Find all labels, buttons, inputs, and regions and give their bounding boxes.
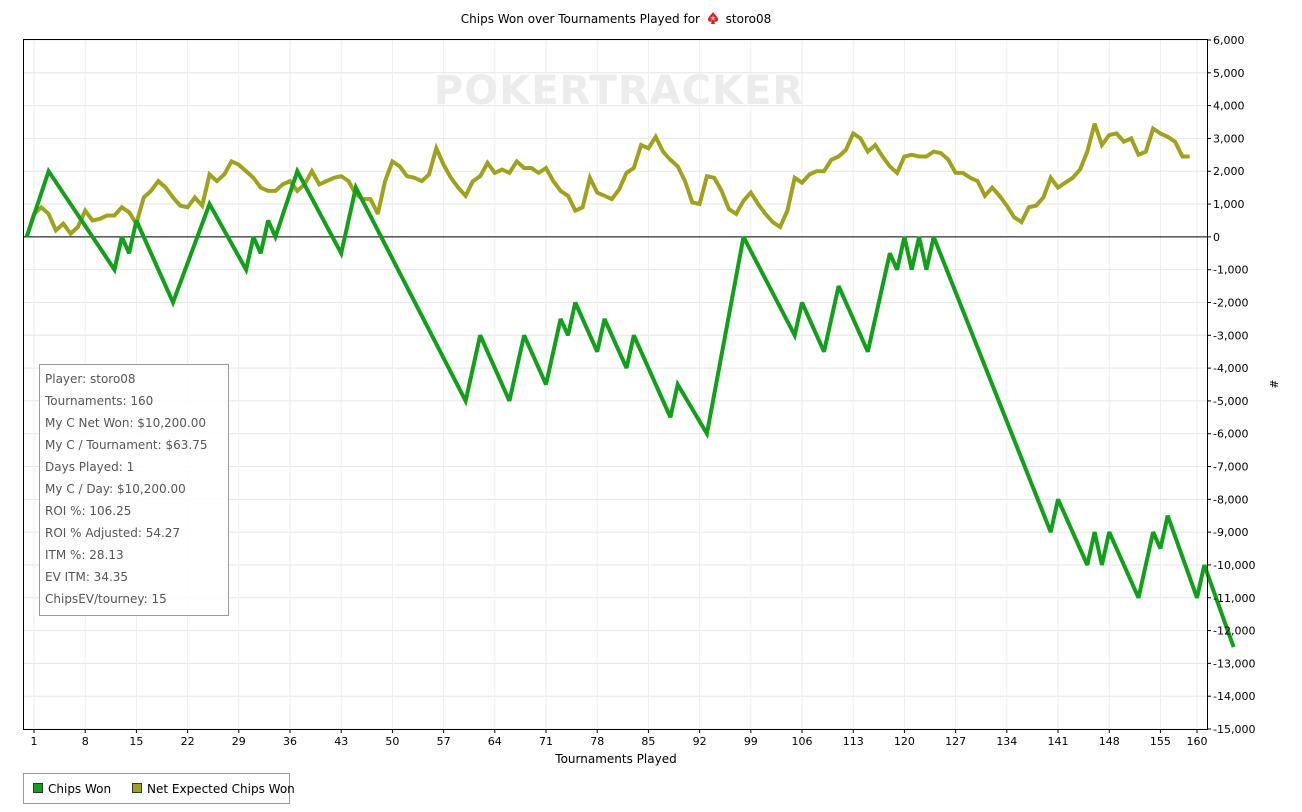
- y-tick-label-14: -8,000: [1213, 493, 1248, 506]
- x-tick-label-2: 15: [129, 735, 143, 748]
- x-tick-label-15: 106: [792, 735, 813, 748]
- y-tick-label-10: -4,000: [1213, 362, 1248, 375]
- x-tick-label-14: 99: [744, 735, 758, 748]
- chart-title-player: storo08: [725, 12, 772, 26]
- x-tick-label-6: 43: [334, 735, 348, 748]
- x-tick-label-20: 141: [1048, 735, 1069, 748]
- legend-label-chips-won: Chips Won: [48, 782, 112, 796]
- x-tick-label-11: 78: [590, 735, 604, 748]
- x-tick-label-3: 22: [181, 735, 195, 748]
- y-tick-label-0: 6,000: [1213, 34, 1245, 47]
- legend-item-chips-won[interactable]: Chips Won: [33, 782, 111, 796]
- y-tick-label-9: -3,000: [1213, 329, 1248, 342]
- x-tick-label-21: 148: [1099, 735, 1120, 748]
- stats-line: ROI %: 106.25: [45, 504, 132, 518]
- x-tick-label-5: 36: [283, 735, 297, 748]
- y-axis-label: #: [1267, 379, 1280, 388]
- y-tick-label-1: 5,000: [1213, 67, 1245, 80]
- y-tick-label-21: -15,000: [1213, 723, 1255, 736]
- x-tick-label-12: 85: [641, 735, 655, 748]
- stats-line: ITM %: 28.13: [45, 548, 124, 562]
- stats-line: EV ITM: 34.35: [45, 570, 129, 584]
- x-tick-label-4: 29: [232, 735, 246, 748]
- x-tick-label-10: 71: [539, 735, 553, 748]
- stats-line: Player: storo08: [45, 372, 136, 386]
- y-tick-label-5: 1,000: [1213, 198, 1245, 211]
- x-tick-label-19: 134: [996, 735, 1017, 748]
- x-tick-label-22: 155: [1150, 735, 1171, 748]
- stats-line: Tournaments: 160: [45, 394, 154, 408]
- stats-line: My C Net Won: $10,200.00: [45, 416, 207, 430]
- stats-line: ChipsEV/tourney: 15: [45, 592, 167, 606]
- pokerstars-logo-icon: [707, 12, 718, 24]
- x-tick-label-13: 92: [693, 735, 707, 748]
- stats-line: My C / Day: $10,200.00: [45, 482, 186, 496]
- y-tick-label-16: -10,000: [1213, 559, 1255, 572]
- y-tick-label-17: -11,000: [1213, 592, 1255, 605]
- x-tick-label-1: 8: [82, 735, 89, 748]
- x-tick-label-8: 57: [437, 735, 451, 748]
- chart-title: Chips Won over Tournaments Played for st…: [0, 11, 1232, 26]
- y-tick-label-19: -13,000: [1213, 657, 1255, 670]
- series-layer: [24, 123, 1236, 648]
- x-tick-label-17: 120: [894, 735, 915, 748]
- legend: Chips Won Net Expected Chips Won: [23, 773, 295, 804]
- y-tick-label-13: -7,000: [1213, 461, 1248, 474]
- stats-panel: Player: storo08 Tournaments: 160 My C Net …: [39, 364, 229, 616]
- legend-swatch-net-expected-chips-won: [132, 783, 142, 793]
- y-tick-label-15: -9,000: [1213, 526, 1248, 539]
- legend-label-net-expected-chips-won: Net Expected Chips Won: [147, 782, 295, 796]
- y-tick-label-8: -2,000: [1213, 296, 1248, 309]
- y-tick-label-12: -6,000: [1213, 428, 1248, 441]
- y-tick-label-6: 0: [1213, 231, 1220, 244]
- y-tick-label-18: -12,000: [1213, 625, 1255, 638]
- stats-line: My C / Tournament: $63.75: [45, 438, 208, 452]
- series-line-net-expected-chips-won: [24, 123, 1190, 238]
- y-tick-label-2: 4,000: [1213, 100, 1245, 113]
- legend-swatch-chips-won: [33, 783, 43, 793]
- x-tick-label-7: 50: [385, 735, 399, 748]
- x-axis: 1 8 15 22 29 36 43 50 57 64 71 78 85 92 99 106 113 120 127…: [31, 729, 1208, 748]
- plot-border: [23, 39, 1208, 730]
- x-tick-label-0: 1: [31, 735, 38, 748]
- y-tick-label-20: -14,000: [1213, 690, 1255, 703]
- x-tick-label-18: 127: [945, 735, 966, 748]
- y-tick-label-3: 3,000: [1213, 132, 1245, 145]
- x-tick-label-9: 64: [488, 735, 502, 748]
- stats-line: ROI % Adjusted: 54.27: [45, 526, 181, 540]
- stats-line: Days Played: 1: [45, 460, 135, 474]
- y-tick-label-4: 2,000: [1213, 165, 1245, 178]
- series-line-chips-won: [24, 166, 1236, 648]
- chart-title-text: Chips Won over Tournaments Played for: [460, 12, 700, 26]
- x-tick-label-16: 113: [843, 735, 864, 748]
- y-tick-label-7: -1,000: [1213, 264, 1248, 277]
- legend-item-net-expected-chips-won[interactable]: Net Expected Chips Won: [132, 782, 295, 796]
- x-tick-label-23: 160: [1187, 735, 1208, 748]
- x-axis-label: Tournaments Played: [554, 752, 676, 766]
- y-axis: 6,000 5,000 4,000 3,000 2,000 1,000 0 -1,000 -2,…: [1207, 34, 1255, 736]
- y-tick-label-11: -5,000: [1213, 395, 1248, 408]
- watermark: POKERTRACKER: [434, 68, 804, 114]
